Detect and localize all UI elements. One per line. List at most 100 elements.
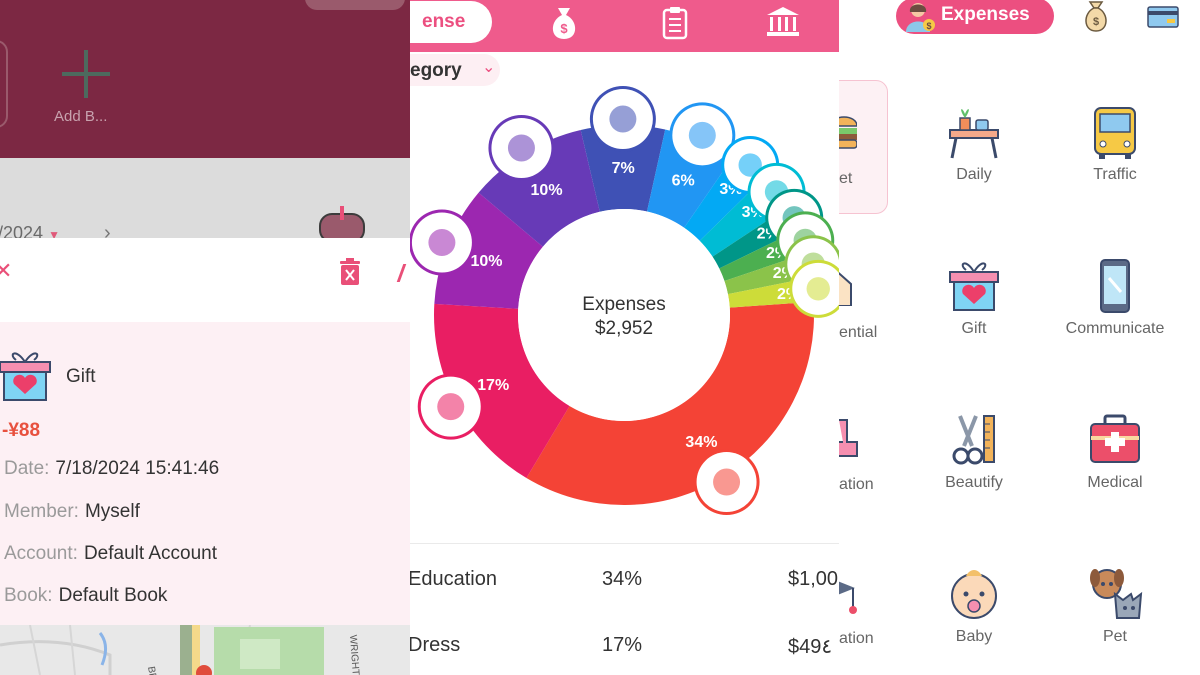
member-row: Member: Myself: [4, 501, 140, 523]
graduation-cap-icon: [693, 449, 760, 516]
book-card-edge[interactable]: [0, 40, 8, 128]
category-label: ential: [839, 324, 878, 341]
category-selector[interactable]: egory ⌄: [410, 54, 500, 86]
record-detail-sheet: ✕ Gift: [0, 238, 410, 675]
phone-icon: [1100, 259, 1130, 313]
category-cell[interactable]: Medical: [1050, 412, 1180, 492]
category-cell[interactable]: Pet: [1050, 566, 1180, 646]
income-bag-icon[interactable]: $: [1081, 0, 1111, 32]
house-icon: [589, 86, 656, 153]
category-picker-screen: $ Expenses $ et: [839, 0, 1200, 675]
tab-expenses[interactable]: $ Expenses: [896, 0, 1054, 34]
phone-icon: [721, 136, 780, 195]
slice-percent-label: 34%: [685, 434, 717, 451]
expense-donut-chart: 34% 17% 10% 10% 7% 6% 3% 3% 2% 2% 2% 2% Expenses $2…: [410, 85, 839, 540]
bank-icon[interactable]: [766, 6, 800, 38]
category-label: Traffic: [1093, 166, 1137, 183]
sheet-header: ✕: [0, 238, 410, 322]
account-value: Default Account: [83, 543, 218, 564]
box-icon: [789, 259, 839, 318]
donut-slice[interactable]: [580, 125, 666, 212]
person-money-icon: $: [906, 3, 935, 32]
category-cell[interactable]: Baby: [909, 566, 1039, 646]
member-label: Member:: [4, 501, 79, 522]
record-amount: -¥88: [2, 420, 41, 441]
plus-icon: [62, 50, 110, 98]
money-hand-icon: [410, 209, 475, 276]
member-value: Myself: [84, 501, 140, 522]
category-label: ation: [839, 630, 874, 647]
slice-percent-label: 10%: [531, 182, 563, 199]
donut-svg: 34%17%10%10%7%6%3%3%2%2%2%2% Expenses $2…: [410, 86, 839, 516]
account-row: Account: Default Account: [4, 543, 217, 565]
category-cell[interactable]: Traffic: [1050, 104, 1180, 184]
scissors-comb-icon: [952, 415, 995, 465]
chart-center-label: Expenses: [582, 294, 665, 315]
gift-icon: [949, 262, 999, 311]
category-cell[interactable]: Beautify: [909, 412, 1039, 492]
baby-icon: [951, 570, 997, 619]
clipboard-icon[interactable]: [662, 6, 688, 40]
date-label: Date:: [4, 458, 50, 479]
edit-icon[interactable]: [396, 264, 410, 282]
close-icon[interactable]: ✕: [0, 258, 13, 283]
tab-expense[interactable]: ense: [410, 1, 492, 43]
chevron-right-icon[interactable]: ›: [104, 222, 111, 244]
category-selector-label: egory: [410, 60, 462, 81]
money-bag-icon[interactable]: $: [548, 6, 580, 40]
pet-icon: [1090, 569, 1143, 619]
donut-slice[interactable]: [434, 303, 570, 479]
ranking-percent: 17%: [602, 634, 643, 656]
date-value: 7/18/2024 15:41:46: [55, 458, 220, 479]
top-pill: [305, 0, 405, 10]
graduation-cap-icon: [839, 581, 857, 614]
tab-expense-label: ense: [422, 11, 466, 32]
category-label: Medical: [1087, 474, 1143, 491]
tab-expenses-label: Expenses: [941, 4, 1030, 25]
house-icon: [839, 271, 852, 306]
phone-icon: [839, 419, 858, 457]
category-label: Gift: [961, 320, 987, 337]
category-cell[interactable]: Daily: [909, 104, 1039, 184]
category-label: Beautify: [945, 474, 1003, 491]
slice-percent-label: 6%: [672, 172, 695, 189]
record-detail-screen: Add B... /2024 ▼ › ✕: [0, 0, 410, 675]
ranking-name: Education: [410, 568, 497, 590]
add-book-label: Add B...: [54, 108, 108, 125]
svg-text:$: $: [1093, 16, 1099, 28]
category-label: Daily: [956, 166, 992, 183]
account-label: Account:: [4, 543, 78, 564]
map-graphic: BELLEV WRIGHT: [0, 625, 410, 675]
book-label: Book:: [4, 585, 53, 606]
mailbox-icon[interactable]: [318, 206, 368, 242]
list-divider: [410, 543, 839, 544]
category-cell[interactable]: Communicate: [1050, 258, 1180, 338]
slice-percent-label: 17%: [477, 377, 509, 394]
category-name: Gift: [66, 366, 96, 387]
cheers-icon: [669, 102, 736, 169]
svg-text:$: $: [560, 21, 568, 36]
add-book-button[interactable]: Add B...: [54, 48, 124, 125]
clothes-icon: [417, 373, 484, 440]
ranking-row[interactable]: Education 34% $1,00: [410, 560, 839, 600]
donut-slice[interactable]: [478, 130, 600, 247]
book-row: Book: Default Book: [4, 585, 167, 607]
map-street-label: BELLEV: [145, 666, 162, 675]
medical-kit-icon: [1090, 414, 1140, 463]
statistics-screen: ense $ eg: [410, 0, 839, 675]
slice-percent-label: 10%: [470, 253, 502, 270]
category-label: Pet: [1102, 628, 1127, 645]
category-cell[interactable]: Gift: [909, 258, 1039, 338]
ranking-name: Dress: [410, 634, 461, 656]
location-map[interactable]: BELLEV WRIGHT: [0, 625, 410, 675]
card-icon[interactable]: [1147, 6, 1179, 28]
category-label: Communicate: [1065, 320, 1165, 337]
caret-down-icon: ▼: [48, 228, 60, 242]
trash-icon[interactable]: [338, 258, 362, 286]
table-plant-icon: [488, 114, 555, 181]
ranking-amount: $49٤: [788, 636, 833, 658]
bus-icon: [1094, 107, 1136, 159]
ranking-percent: 34%: [602, 568, 643, 590]
ranking-row[interactable]: Dress 17% $49٤: [410, 626, 839, 666]
category-label: et: [839, 170, 853, 187]
